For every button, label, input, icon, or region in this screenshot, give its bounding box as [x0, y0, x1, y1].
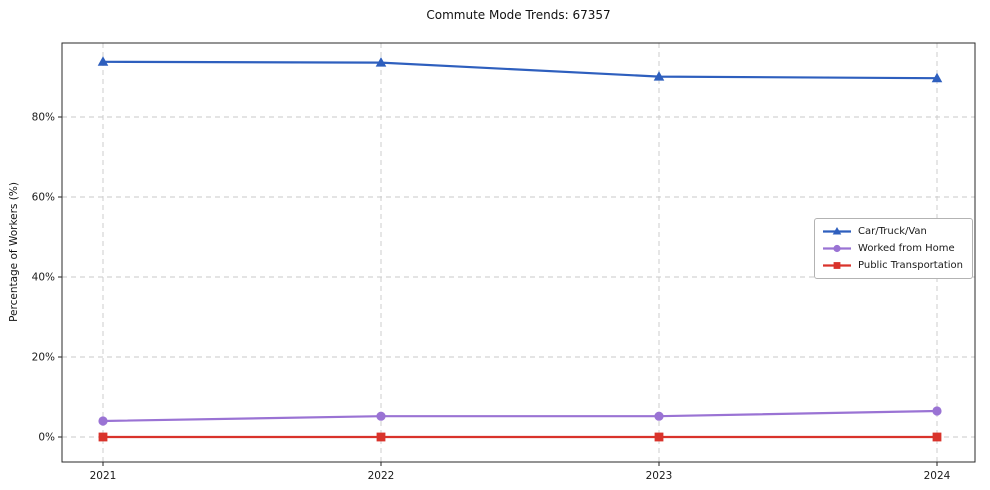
circle-marker [833, 244, 841, 253]
square-marker [376, 432, 386, 442]
chart-title: Commute Mode Trends: 67357 [426, 8, 611, 22]
legend-label: Public Transportation [858, 260, 963, 271]
triangle-marker [653, 71, 665, 81]
x-tick-label: 2024 [924, 470, 951, 482]
y-tick-label: 40% [32, 272, 55, 284]
legend-item-worked-from-home: Worked from Home [822, 242, 963, 255]
plot-border [61, 42, 976, 463]
legend-sample-car-truck-van [823, 227, 852, 235]
legend-sample-public-transportation [823, 262, 852, 269]
square-marker [932, 432, 942, 442]
circle-marker [98, 416, 108, 426]
y-tick-label: 20% [32, 352, 55, 364]
x-tick-label: 2023 [646, 470, 673, 482]
legend: Car/Truck/Van Worked from Home Public Tran… [814, 218, 973, 279]
legend-item-public-transportation: Public Transportation [822, 259, 963, 272]
x-tick-label: 2022 [368, 470, 395, 482]
square-marker [833, 262, 841, 269]
legend-label: Worked from Home [858, 243, 955, 254]
legend-sample-worked-from-home [823, 244, 852, 253]
y-tick-label: 0% [38, 432, 55, 444]
circle-marker [376, 411, 386, 421]
legend-item-car-truck-van: Car/Truck/Van [822, 225, 963, 238]
square-marker [654, 432, 664, 442]
triangle-marker [832, 227, 842, 235]
circle-marker [932, 406, 942, 416]
series-line-worked-from-home [102, 409, 938, 423]
x-tick-label: 2021 [90, 470, 117, 482]
triangle-marker [375, 57, 387, 67]
series-line-car-truck-van [102, 60, 938, 80]
y-tick-label: 60% [32, 192, 55, 204]
y-tick-label: 80% [32, 112, 55, 124]
legend-label: Car/Truck/Van [858, 226, 927, 237]
square-marker [98, 432, 108, 442]
circle-marker [654, 411, 664, 421]
y-axis-label: Percentage of Workers (%) [8, 182, 20, 322]
triangle-marker [931, 72, 943, 83]
triangle-marker [97, 56, 109, 66]
